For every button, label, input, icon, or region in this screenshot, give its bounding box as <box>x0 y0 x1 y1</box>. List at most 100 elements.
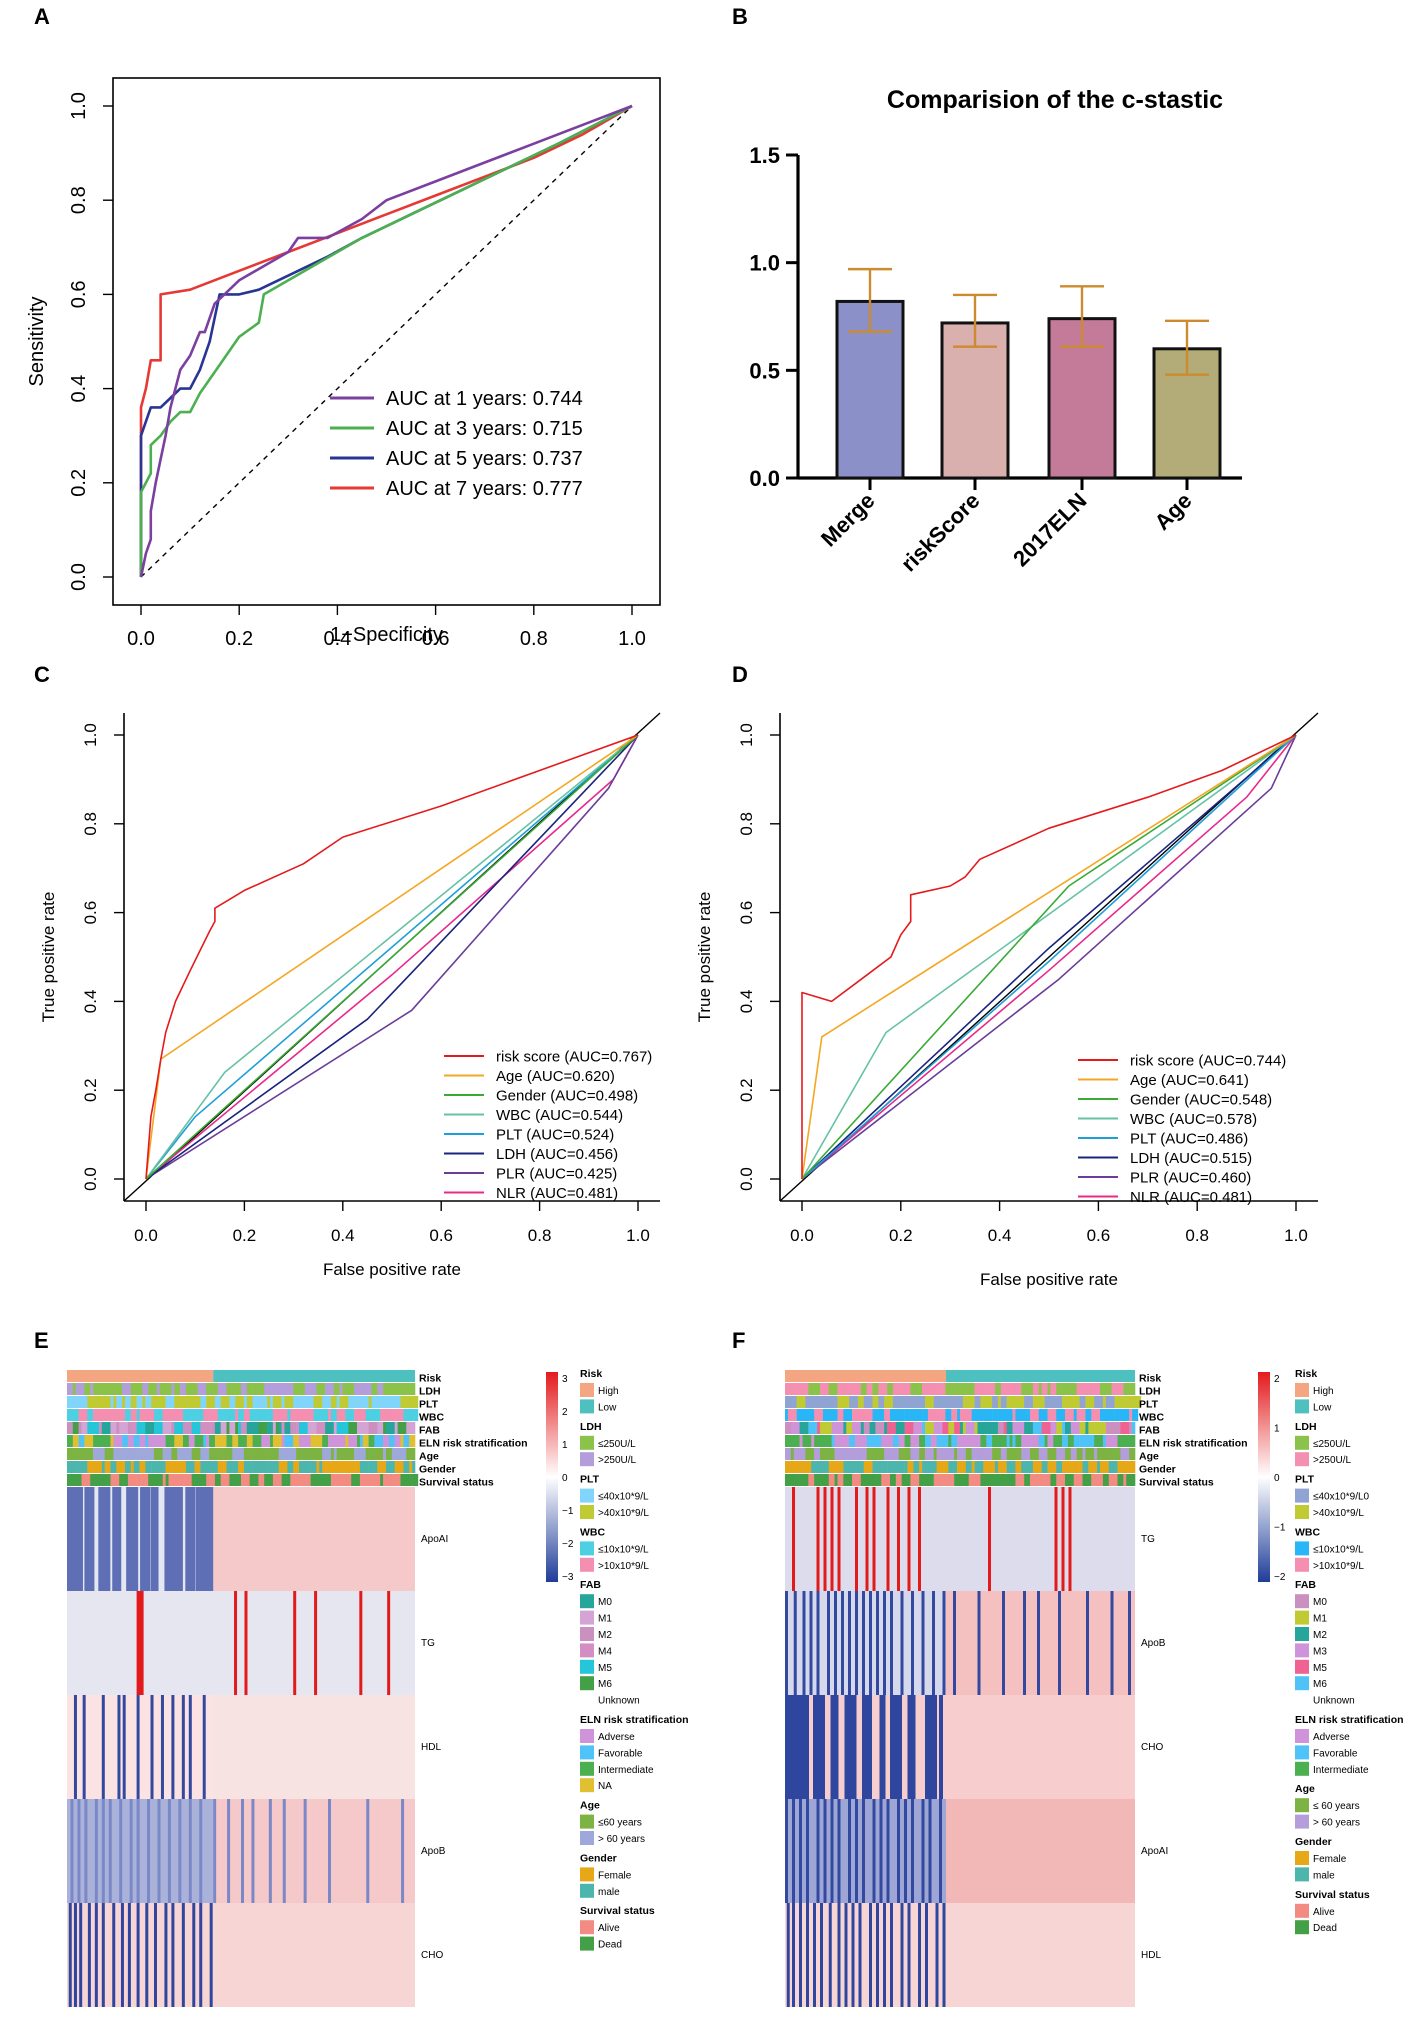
annotation-cell <box>214 1383 219 1395</box>
annotation-cell <box>1038 1409 1048 1421</box>
annotation-cell <box>330 1474 337 1486</box>
legend-swatch <box>580 1936 594 1951</box>
annotation-cell <box>822 1435 830 1447</box>
legend-swatch <box>580 1399 594 1414</box>
annotation-cell <box>136 1448 143 1460</box>
roc-curve <box>801 734 1297 1180</box>
annotation-cell <box>191 1422 198 1434</box>
legend-swatch <box>580 1541 594 1556</box>
annotation-cell <box>299 1461 303 1473</box>
legend-swatch <box>1295 1745 1309 1760</box>
annotation-cell <box>246 1422 256 1434</box>
annotation-cell <box>168 1409 178 1421</box>
annotation-cell <box>371 1396 381 1408</box>
heatmap-line <box>241 1799 244 1903</box>
annotation-cell <box>69 1396 76 1408</box>
legend-item-label: Dead <box>598 1940 622 1951</box>
annotation-cell <box>837 1396 847 1408</box>
annotation-cell <box>130 1383 134 1395</box>
heatmap-line <box>865 1487 869 1591</box>
annotation-cell <box>860 1383 867 1395</box>
annotation-cell <box>81 1396 88 1408</box>
annotation-cell <box>151 1461 155 1473</box>
annotation-cell <box>910 1396 917 1408</box>
annotation-cell <box>855 1461 865 1473</box>
annotation-cell <box>1076 1448 1083 1460</box>
annotation-cell <box>98 1383 105 1395</box>
row-label: CHO <box>421 1950 443 1961</box>
annotation-cell <box>904 1422 914 1434</box>
annotation-cell <box>252 1448 262 1460</box>
annotation-cell <box>962 1396 967 1408</box>
annotation-cell <box>1047 1383 1051 1395</box>
annotation-cell <box>884 1396 888 1408</box>
bar-chart-b: Comparision of the c-stastic 0.0 0.5 1.0 1.5… <box>749 86 1242 576</box>
annotation-cell <box>1132 1396 1142 1408</box>
annotation-cell <box>863 1396 870 1408</box>
annotation-cell <box>1111 1383 1121 1395</box>
legend-swatch <box>1295 1541 1309 1556</box>
annotation-cell <box>67 1461 76 1473</box>
annotation-cell <box>217 1448 224 1460</box>
heatmap-line <box>192 1903 196 2007</box>
roc-curve <box>139 104 633 578</box>
annotation-cell <box>142 1383 149 1395</box>
annotation-cell <box>380 1409 384 1421</box>
annotation-cell <box>1015 1383 1022 1395</box>
annotation-cell <box>904 1448 911 1460</box>
annotation-cell <box>843 1409 853 1421</box>
legend-item-label: High <box>1313 1386 1334 1397</box>
annotation-cell <box>299 1409 308 1421</box>
plot-frame <box>112 77 661 606</box>
annotation-cell <box>831 1409 838 1421</box>
annotation-cell <box>817 1474 824 1486</box>
annotation-cell <box>820 1383 830 1395</box>
heatmap-line <box>876 1903 879 2007</box>
heatmap-line <box>112 1487 122 1591</box>
roc-curve <box>139 104 633 577</box>
annotation-cell <box>348 1422 358 1434</box>
annotation-cell <box>400 1448 407 1460</box>
annotation-cell <box>197 1474 207 1486</box>
annotation-cell <box>235 1422 239 1434</box>
legend-item-label: Female <box>598 1870 632 1881</box>
annotation-cell <box>368 1422 378 1434</box>
x-tick-label: 0.0 <box>127 628 155 650</box>
annotation-cell <box>388 1435 395 1447</box>
annotation-cell <box>162 1448 172 1460</box>
annotation-cell <box>951 1435 958 1447</box>
annotation-cell <box>101 1396 111 1408</box>
annotation-cell <box>785 1435 792 1447</box>
annotation-cell <box>272 1396 282 1408</box>
heatmap-line <box>178 1799 182 1903</box>
annotation-cell <box>246 1396 253 1408</box>
annotation-cell <box>930 1435 937 1447</box>
annotation-cell <box>808 1383 815 1395</box>
annotation-cell <box>831 1435 835 1447</box>
heatmap-line <box>925 1695 937 1799</box>
heatmap-line <box>907 1487 911 1591</box>
annotation-cell <box>209 1383 216 1395</box>
annotation-cell <box>852 1383 862 1395</box>
legend-swatch <box>580 1627 594 1641</box>
annotation-cell <box>174 1435 184 1447</box>
heatmap-line <box>181 1695 185 1799</box>
heatmap-line <box>785 1695 799 1799</box>
annotation-cell <box>919 1435 926 1447</box>
annotation-cell <box>203 1461 213 1473</box>
annotation-cell <box>1032 1383 1040 1395</box>
annotation-cell <box>388 1409 398 1421</box>
annotation-cell <box>348 1396 358 1408</box>
annotation-cell <box>805 1448 815 1460</box>
annotation-cell <box>90 1383 94 1395</box>
x-tick-label: 0.0 <box>134 1226 158 1245</box>
x-tick-label: Age <box>1149 488 1196 535</box>
annotation-cell <box>913 1409 923 1421</box>
annotation-cell <box>110 1396 114 1408</box>
annotation-cell <box>374 1461 378 1473</box>
annotation-cell <box>362 1396 369 1408</box>
annotation-cell <box>1024 1422 1028 1434</box>
legend-swatch <box>1295 1867 1309 1882</box>
annotation-cell <box>863 1435 867 1447</box>
annotation-cell <box>1117 1461 1124 1473</box>
